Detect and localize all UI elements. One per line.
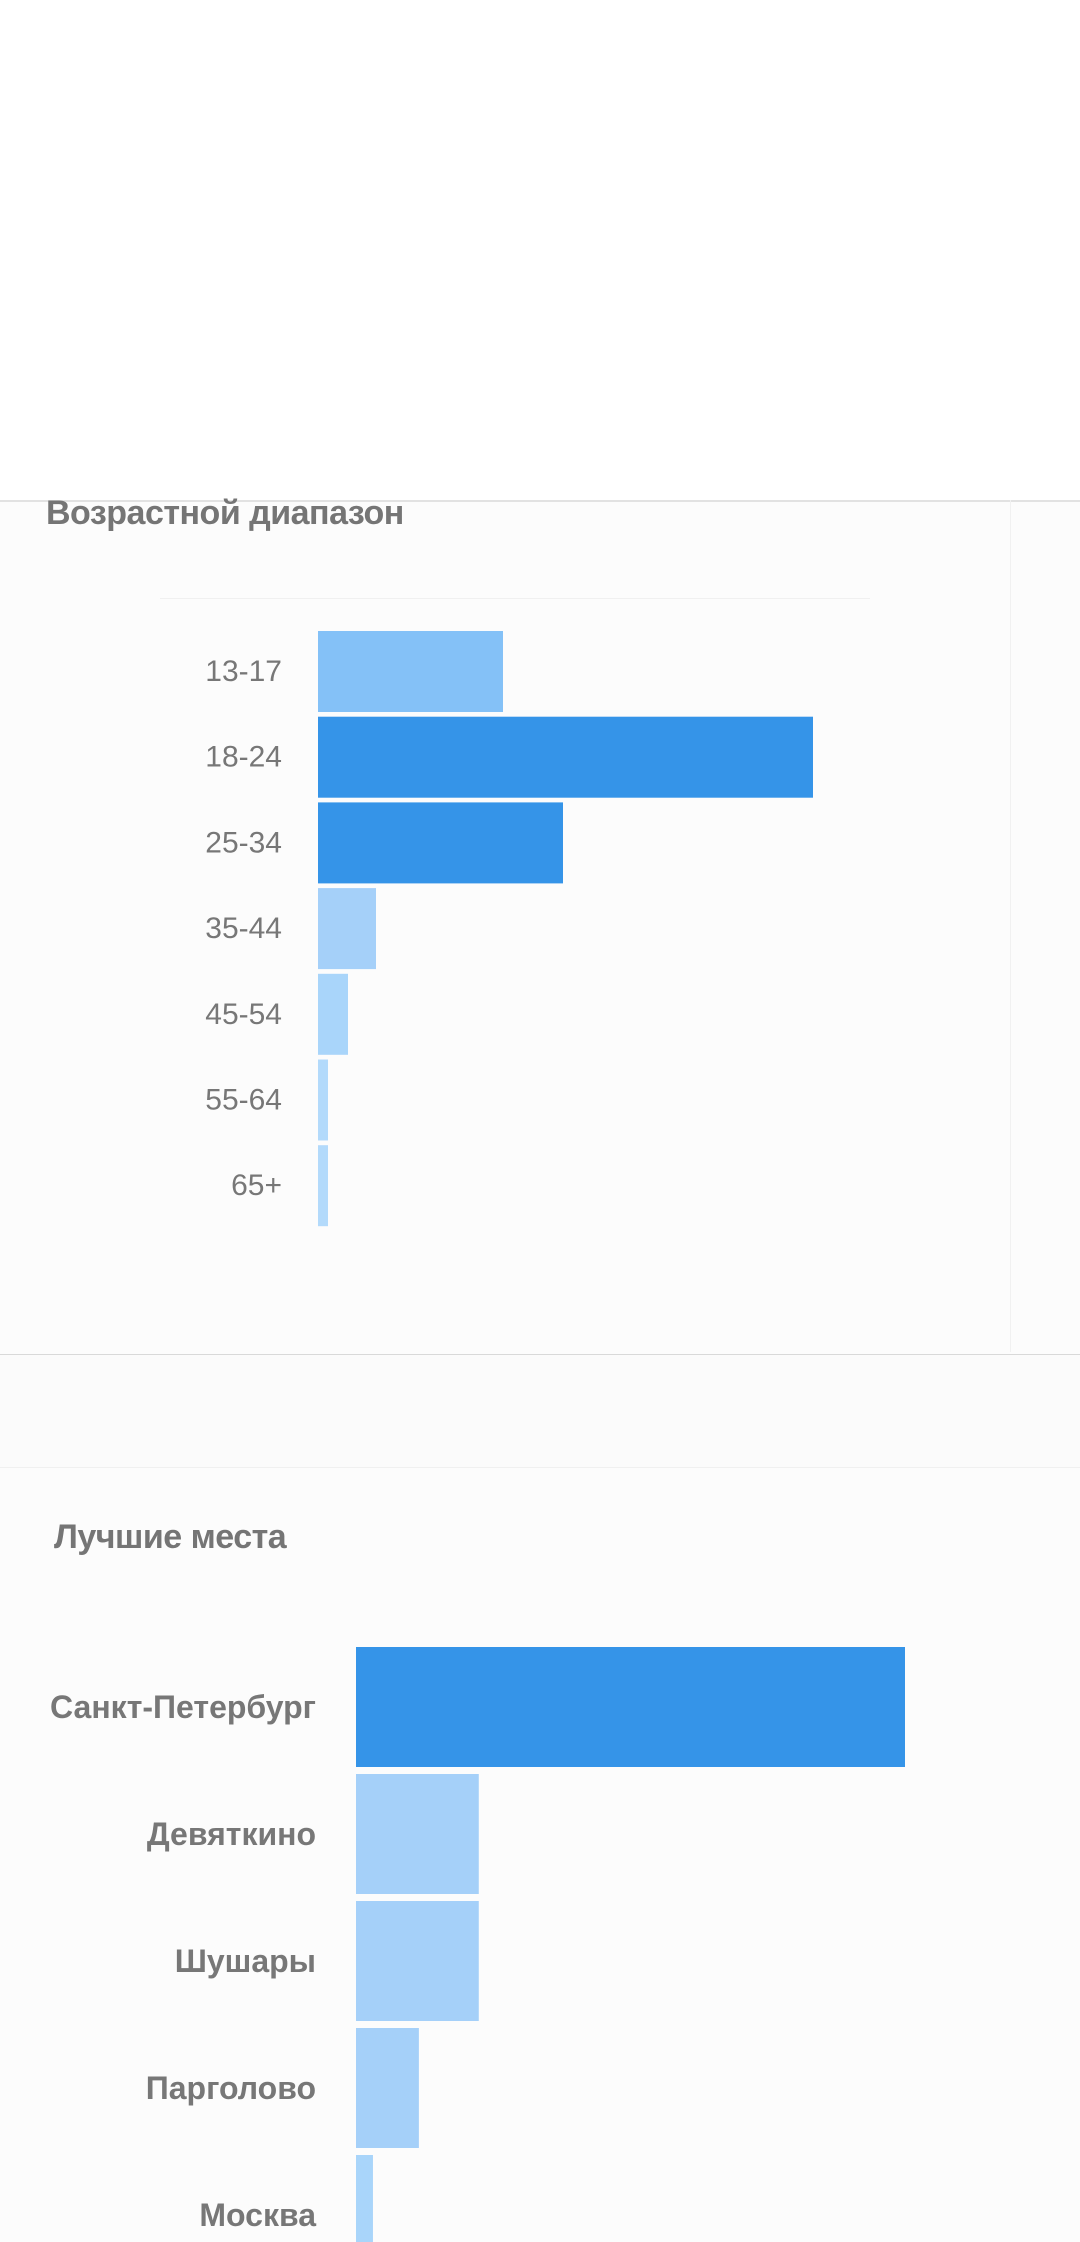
age-range-bar-6 xyxy=(318,1145,328,1227)
age-range-tick-label-6: 65+ xyxy=(231,1169,282,1202)
age-range-tick-label-2: 25-34 xyxy=(205,826,282,859)
age-range-chart: 13-17 18-24 25-34 35-44 45-54 55-64 65+ xyxy=(205,631,813,1227)
age-range-tick-label-5: 55-64 xyxy=(205,1084,282,1117)
age-range-bar-3 xyxy=(318,888,376,970)
top-places-tick-label-2: Шушары xyxy=(175,1943,316,1979)
top-places-card xyxy=(0,1467,1080,2242)
top-places-bar-4 xyxy=(356,2155,373,2242)
blank-header-area xyxy=(0,0,1080,500)
age-range-tick-label-3: 35-44 xyxy=(205,912,282,945)
top-places-title: Лучшие места xyxy=(54,1518,287,1556)
age-range-bar-1 xyxy=(318,716,813,798)
top-places-chart: Санкт-Петербург Девяткино Шушары Парголово М… xyxy=(50,1647,905,2242)
age-range-bar-0 xyxy=(318,631,503,712)
top-places-bar-2 xyxy=(356,1901,479,2021)
age-range-bar-5 xyxy=(318,1059,328,1141)
age-range-tick-label-4: 45-54 xyxy=(205,998,282,1031)
age-range-bar-4 xyxy=(318,973,348,1055)
top-places-tick-label-3: Парголово xyxy=(146,2070,316,2106)
age-range-title: Возрастной диапазон xyxy=(46,494,404,532)
top-places-bar-1 xyxy=(356,1774,479,1894)
top-places-tick-label-0: Санкт-Петербург xyxy=(50,1689,316,1725)
age-range-card xyxy=(0,500,1080,1357)
age-range-bar-2 xyxy=(318,802,563,884)
top-places-bar-3 xyxy=(356,2028,419,2148)
age-range-tick-label-0: 13-17 xyxy=(205,655,282,688)
top-places-bar-0 xyxy=(356,1647,905,1767)
section-gap xyxy=(0,1355,1080,1467)
top-places-tick-label-4: Москва xyxy=(199,2197,316,2233)
card-edge-line xyxy=(1010,500,1011,1352)
chart-top-rule xyxy=(160,598,870,599)
age-range-tick-label-1: 18-24 xyxy=(205,741,282,774)
top-places-tick-label-1: Девяткино xyxy=(147,1816,316,1852)
